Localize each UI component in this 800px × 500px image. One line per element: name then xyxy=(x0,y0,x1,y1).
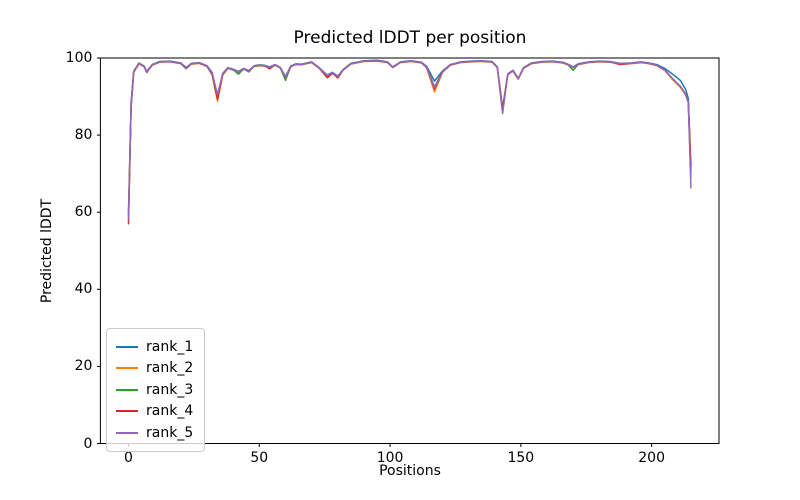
x-tick-label: 150 xyxy=(507,449,535,466)
legend-label: rank_1 xyxy=(146,338,194,355)
x-axis-label: Positions xyxy=(379,463,441,479)
series-line-rank_1 xyxy=(127,59,692,213)
y-tick-label: 20 xyxy=(74,358,93,375)
legend-line-swatch-rank-2 xyxy=(116,367,138,370)
legend-label: rank_2 xyxy=(146,360,194,377)
plot-border xyxy=(99,57,720,444)
y-tick-label: 80 xyxy=(74,127,93,144)
series-line-rank_3 xyxy=(127,59,692,217)
legend-item-rank-5: rank_5 xyxy=(116,422,195,444)
y-tick-label: 100 xyxy=(65,50,93,66)
x-tick-label: 50 xyxy=(250,449,269,466)
legend-label: rank_3 xyxy=(146,381,194,398)
series-line-rank_4 xyxy=(127,59,692,225)
legend-item-rank-3: rank_3 xyxy=(116,379,195,401)
legend-item-rank-4: rank_4 xyxy=(116,401,195,423)
legend-line-swatch-rank-1 xyxy=(116,345,138,348)
series-line-rank_2 xyxy=(127,60,692,215)
legend-label: rank_4 xyxy=(146,403,194,420)
legend-line-swatch-rank-5 xyxy=(116,431,138,434)
x-tick-label: 200 xyxy=(638,449,666,466)
legend-line-swatch-rank-4 xyxy=(116,410,138,413)
series-line-rank_5 xyxy=(127,59,692,221)
y-tick-label: 60 xyxy=(74,204,93,221)
legend-item-rank-1: rank_1 xyxy=(116,336,195,358)
legend-line-swatch-rank-3 xyxy=(116,388,138,391)
x-tick-label: 100 xyxy=(376,449,404,466)
legend-item-rank-2: rank_2 xyxy=(116,358,195,380)
chart-title: Predicted lDDT per position xyxy=(293,28,527,48)
legend: rank_1 rank_2 rank_3 rank_4 rank_5 xyxy=(106,328,205,452)
y-tick-label: 40 xyxy=(74,281,93,298)
legend-label: rank_5 xyxy=(146,424,194,441)
y-tick-label: 0 xyxy=(83,435,93,452)
x-tick-label: 0 xyxy=(124,449,133,466)
